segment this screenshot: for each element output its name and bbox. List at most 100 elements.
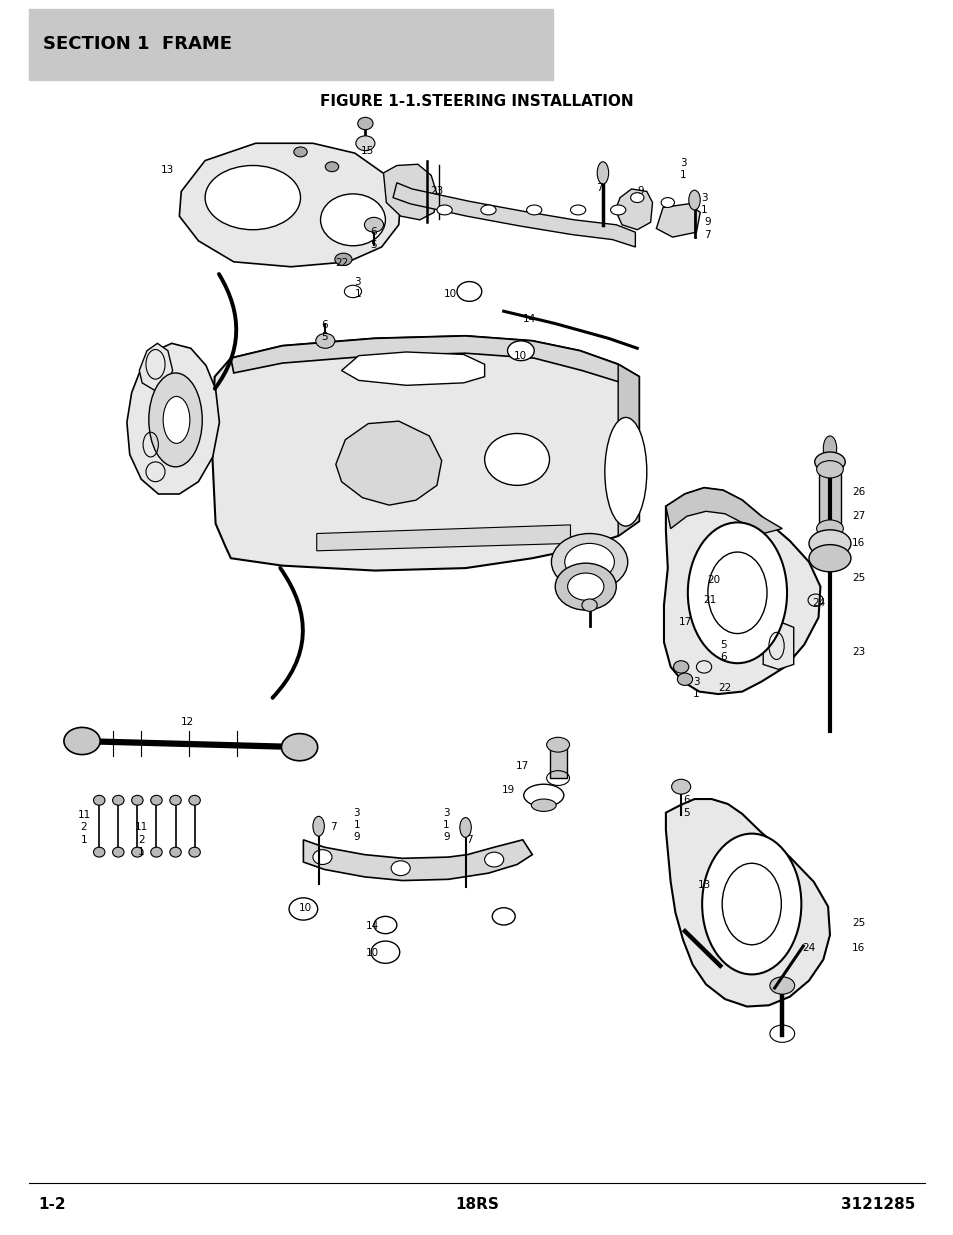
Ellipse shape [151, 795, 162, 805]
Ellipse shape [374, 916, 396, 934]
Text: 1: 1 [443, 820, 449, 830]
Text: 6: 6 [683, 795, 689, 805]
Ellipse shape [459, 818, 471, 837]
Ellipse shape [822, 436, 836, 461]
Text: 6: 6 [321, 320, 327, 330]
Text: 3: 3 [679, 158, 685, 168]
Ellipse shape [660, 198, 674, 207]
Text: 1: 1 [693, 689, 699, 699]
Text: 3: 3 [354, 808, 359, 818]
Ellipse shape [436, 205, 452, 215]
Ellipse shape [567, 573, 603, 600]
Text: 20: 20 [706, 576, 720, 585]
Text: 1: 1 [700, 205, 706, 215]
Ellipse shape [281, 734, 317, 761]
Ellipse shape [688, 190, 700, 210]
Text: 11: 11 [134, 823, 148, 832]
Polygon shape [665, 488, 781, 534]
Text: 5: 5 [720, 640, 725, 650]
Text: 22: 22 [335, 258, 348, 268]
Polygon shape [231, 336, 639, 383]
FancyBboxPatch shape [29, 9, 553, 80]
Ellipse shape [189, 847, 200, 857]
Ellipse shape [808, 530, 850, 557]
Text: 3121285: 3121285 [841, 1197, 915, 1212]
Text: FIGURE 1-1.STEERING INSTALLATION: FIGURE 1-1.STEERING INSTALLATION [320, 94, 633, 109]
Text: 2: 2 [138, 835, 144, 845]
Ellipse shape [769, 977, 794, 994]
Text: 5: 5 [371, 240, 376, 249]
Text: 1: 1 [138, 847, 144, 857]
Ellipse shape [687, 522, 786, 663]
Ellipse shape [315, 333, 335, 348]
Ellipse shape [456, 282, 481, 301]
Text: 5: 5 [321, 332, 327, 342]
Ellipse shape [484, 433, 549, 485]
Text: 24: 24 [811, 598, 824, 608]
Ellipse shape [93, 795, 105, 805]
FancyArrowPatch shape [214, 274, 236, 389]
Text: 13: 13 [160, 165, 173, 175]
Ellipse shape [570, 205, 585, 215]
Polygon shape [665, 799, 829, 1007]
Text: 19: 19 [501, 785, 515, 795]
Polygon shape [212, 336, 639, 571]
Polygon shape [139, 343, 172, 390]
Text: 7: 7 [331, 823, 336, 832]
Ellipse shape [546, 737, 569, 752]
Ellipse shape [677, 673, 692, 685]
Polygon shape [615, 189, 652, 230]
Ellipse shape [357, 117, 373, 130]
Ellipse shape [814, 452, 844, 472]
Ellipse shape [371, 941, 399, 963]
Ellipse shape [151, 847, 162, 857]
Ellipse shape [816, 520, 842, 537]
Ellipse shape [808, 545, 850, 572]
Text: 7: 7 [596, 183, 601, 193]
Text: 9: 9 [704, 217, 710, 227]
Ellipse shape [170, 847, 181, 857]
Text: 2: 2 [81, 823, 87, 832]
Polygon shape [335, 421, 441, 505]
Ellipse shape [93, 847, 105, 857]
Ellipse shape [294, 147, 307, 157]
Text: 25: 25 [851, 918, 864, 927]
Text: 9: 9 [443, 832, 449, 842]
Ellipse shape [671, 779, 690, 794]
Text: 3: 3 [355, 277, 360, 287]
Text: 10: 10 [365, 948, 378, 958]
Text: 24: 24 [801, 944, 815, 953]
Text: 17: 17 [516, 761, 529, 771]
Text: 6: 6 [371, 227, 376, 237]
Text: 10: 10 [298, 903, 312, 913]
Text: 18RS: 18RS [455, 1197, 498, 1212]
Polygon shape [656, 204, 700, 237]
Polygon shape [663, 488, 820, 694]
Ellipse shape [597, 162, 608, 184]
Text: 1: 1 [679, 170, 685, 180]
Ellipse shape [492, 908, 515, 925]
Ellipse shape [673, 661, 688, 673]
Text: 6: 6 [720, 652, 725, 662]
Text: SECTION 1  FRAME: SECTION 1 FRAME [43, 36, 232, 53]
Ellipse shape [335, 253, 352, 266]
Text: 3: 3 [443, 808, 449, 818]
Text: 3: 3 [693, 677, 699, 687]
Text: 14: 14 [365, 921, 378, 931]
Polygon shape [127, 343, 219, 494]
Polygon shape [316, 525, 570, 551]
Text: 15: 15 [360, 146, 374, 156]
Ellipse shape [531, 799, 556, 811]
Ellipse shape [555, 563, 616, 610]
Ellipse shape [112, 847, 124, 857]
Ellipse shape [551, 534, 627, 590]
Polygon shape [762, 621, 793, 669]
Text: 25: 25 [851, 573, 864, 583]
Ellipse shape [149, 373, 202, 467]
Ellipse shape [816, 461, 842, 478]
Text: 16: 16 [851, 538, 864, 548]
Ellipse shape [480, 205, 496, 215]
Text: 3: 3 [700, 193, 706, 203]
Text: 1: 1 [355, 289, 360, 299]
Ellipse shape [630, 193, 643, 203]
